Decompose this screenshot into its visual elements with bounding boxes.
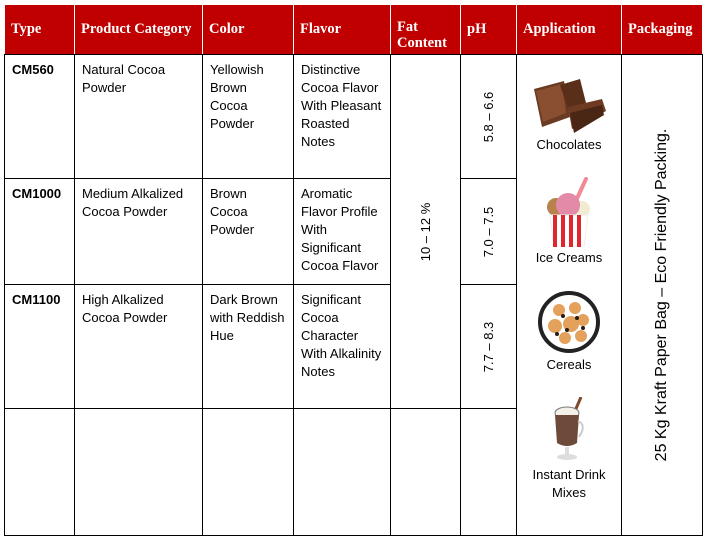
fat-content-value: 10 – 12 % bbox=[417, 202, 433, 261]
cereal-bowl-icon bbox=[538, 291, 600, 353]
header-color: Color bbox=[202, 4, 294, 55]
cell-ph: 5.8 – 6.6 bbox=[460, 54, 517, 179]
application-instant-drinks-label: Instant Drink Mixes bbox=[532, 467, 606, 500]
cell-application: Chocolates Ice Creams Cereals Instant Dr… bbox=[516, 54, 622, 536]
header-application: Application bbox=[516, 4, 622, 55]
application-chocolates-label: Chocolates bbox=[536, 137, 602, 152]
application-cereals bbox=[517, 290, 621, 358]
packaging-value: 25 Kg Kraft Paper Bag – Eco Friendly Pac… bbox=[653, 128, 670, 462]
application-instant-drinks bbox=[517, 397, 621, 467]
empty-cell bbox=[4, 408, 75, 536]
application-chocolates bbox=[517, 77, 621, 139]
cell-color: Yellowish Brown Cocoa Powder bbox=[202, 54, 294, 179]
cell-category: High Alkalized Cocoa Powder bbox=[74, 284, 203, 409]
cell-category: Natural Cocoa Powder bbox=[74, 54, 203, 179]
ph-value: 7.7 – 8.3 bbox=[480, 321, 496, 372]
cell-color: Dark Brown with Reddish Hue bbox=[202, 284, 294, 409]
cell-ph: 7.7 – 8.3 bbox=[460, 284, 517, 409]
header-flavor: Flavor bbox=[293, 4, 391, 55]
cell-color: Brown Cocoa Powder bbox=[202, 178, 294, 285]
header-product-category: Product Category bbox=[74, 4, 203, 55]
chocolate-icon bbox=[533, 79, 606, 133]
ph-value: 7.0 – 7.5 bbox=[480, 206, 496, 257]
empty-cell bbox=[390, 408, 461, 536]
cell-type: CM560 bbox=[4, 54, 75, 179]
hot-chocolate-icon bbox=[554, 397, 584, 460]
cell-category: Medium Alkalized Cocoa Powder bbox=[74, 178, 203, 285]
cell-flavor: Significant Cocoa Character With Alkalin… bbox=[293, 284, 391, 409]
cell-fat-content: 10 – 12 % bbox=[390, 54, 461, 409]
empty-cell bbox=[460, 408, 517, 536]
ph-value: 5.8 – 6.6 bbox=[480, 91, 496, 142]
empty-cell bbox=[74, 408, 203, 536]
empty-cell bbox=[202, 408, 294, 536]
empty-cell bbox=[293, 408, 391, 536]
cell-flavor: Distinctive Cocoa Flavor With Pleasant R… bbox=[293, 54, 391, 179]
header-fat-content: Fat Content bbox=[390, 4, 461, 55]
cell-packaging: 25 Kg Kraft Paper Bag – Eco Friendly Pac… bbox=[621, 54, 703, 536]
cell-ph: 7.0 – 7.5 bbox=[460, 178, 517, 285]
header-type: Type bbox=[4, 4, 75, 55]
cell-type: CM1100 bbox=[4, 284, 75, 409]
application-ice-creams-label: Ice Creams bbox=[535, 250, 603, 265]
application-cereals-label: Cereals bbox=[546, 357, 592, 372]
ice-cream-icon bbox=[547, 177, 590, 247]
cell-type: CM1000 bbox=[4, 178, 75, 285]
header-ph: pH bbox=[460, 4, 517, 55]
application-ice-creams bbox=[517, 177, 621, 251]
cell-flavor: Aromatic Flavor Profile With Significant… bbox=[293, 178, 391, 285]
header-packaging: Packaging bbox=[621, 4, 703, 55]
